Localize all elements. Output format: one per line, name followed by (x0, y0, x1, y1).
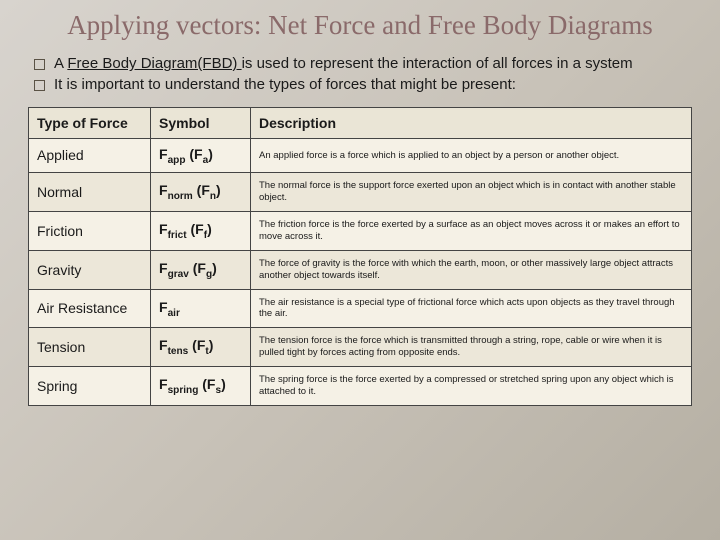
bullet-text-post: is used to represent the interaction of … (242, 55, 633, 72)
table-row: SpringFspring (Fs)The spring force is th… (29, 367, 692, 406)
cell-type: Air Resistance (29, 289, 151, 328)
cell-type: Applied (29, 138, 151, 173)
bullet-list: A Free Body Diagram(FBD) is used to repr… (28, 55, 692, 95)
table-row: Air ResistanceFairThe air resistance is … (29, 289, 692, 328)
header-symbol: Symbol (151, 107, 251, 138)
cell-symbol: Ftens (Ft) (151, 328, 251, 367)
header-type: Type of Force (29, 107, 151, 138)
cell-description: The spring force is the force exerted by… (251, 367, 692, 406)
cell-type: Spring (29, 367, 151, 406)
bullet-text-pre: It is important to understand the types … (54, 76, 516, 93)
cell-symbol: Fapp (Fa) (151, 138, 251, 173)
cell-description: The force of gravity is the force with w… (251, 250, 692, 289)
header-description: Description (251, 107, 692, 138)
bullet-item: A Free Body Diagram(FBD) is used to repr… (32, 55, 692, 74)
table-row: GravityFgrav (Fg)The force of gravity is… (29, 250, 692, 289)
slide: Applying vectors: Net Force and Free Bod… (0, 0, 720, 540)
table-row: TensionFtens (Ft)The tension force is th… (29, 328, 692, 367)
table-row: FrictionFfrict (Ff)The friction force is… (29, 212, 692, 251)
cell-description: The tension force is the force which is … (251, 328, 692, 367)
cell-symbol: Fgrav (Fg) (151, 250, 251, 289)
table-row: NormalFnorm (Fn)The normal force is the … (29, 173, 692, 212)
cell-description: The air resistance is a special type of … (251, 289, 692, 328)
table-row: AppliedFapp (Fa)An applied force is a fo… (29, 138, 692, 173)
cell-description: An applied force is a force which is app… (251, 138, 692, 173)
bullet-item: It is important to understand the types … (32, 76, 692, 95)
table-body: AppliedFapp (Fa)An applied force is a fo… (29, 138, 692, 405)
forces-table: Type of Force Symbol Description Applied… (28, 107, 692, 406)
bullet-text-underlined: Free Body Diagram(FBD) (67, 55, 241, 72)
cell-symbol: Fspring (Fs) (151, 367, 251, 406)
cell-type: Normal (29, 173, 151, 212)
cell-symbol: Fnorm (Fn) (151, 173, 251, 212)
cell-type: Friction (29, 212, 151, 251)
cell-type: Tension (29, 328, 151, 367)
cell-symbol: Fair (151, 289, 251, 328)
cell-type: Gravity (29, 250, 151, 289)
slide-title: Applying vectors: Net Force and Free Bod… (28, 10, 692, 41)
cell-description: The normal force is the support force ex… (251, 173, 692, 212)
cell-description: The friction force is the force exerted … (251, 212, 692, 251)
cell-symbol: Ffrict (Ff) (151, 212, 251, 251)
bullet-text-pre: A (54, 55, 67, 72)
table-header-row: Type of Force Symbol Description (29, 107, 692, 138)
